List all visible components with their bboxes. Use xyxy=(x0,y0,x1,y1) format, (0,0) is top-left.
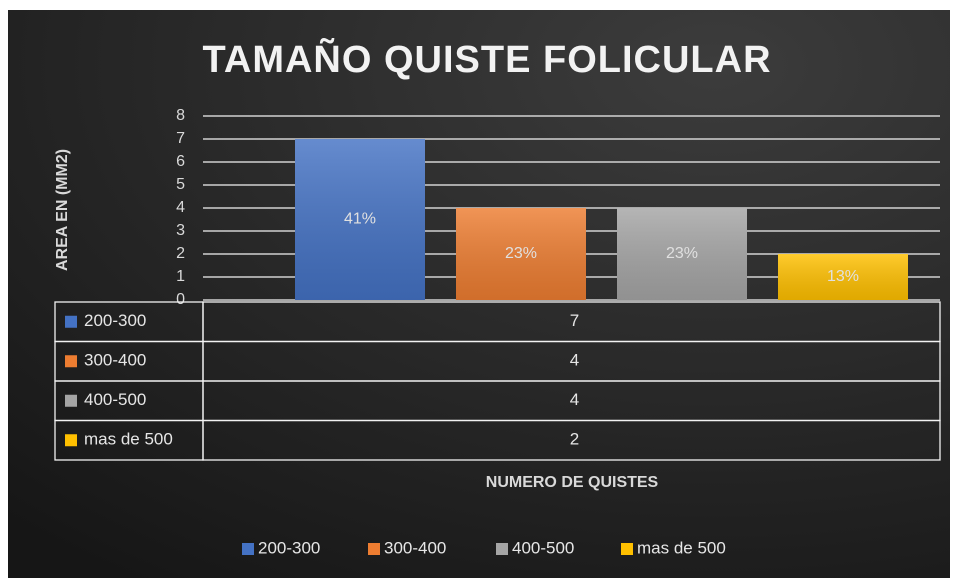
y-tick-label: 7 xyxy=(176,130,185,147)
table-row-label: 400-500 xyxy=(84,390,146,409)
legend-label: 400-500 xyxy=(512,538,574,557)
y-tick-label: 4 xyxy=(176,199,185,216)
legend-key xyxy=(621,543,633,555)
data-label: 23% xyxy=(505,245,537,262)
legend-label: 200-300 xyxy=(258,538,320,557)
table-cell xyxy=(202,419,941,461)
data-label: 41% xyxy=(344,211,376,228)
table-legend-key xyxy=(65,434,77,447)
data-label: 23% xyxy=(666,245,698,262)
table-value: 2 xyxy=(570,430,579,449)
table-value: 7 xyxy=(570,311,579,330)
y-axis-title: AREA EN (MM2) xyxy=(54,149,71,271)
legend-key xyxy=(496,543,508,555)
y-tick-label: 3 xyxy=(176,222,185,239)
table-legend-key xyxy=(65,315,77,328)
bar-shine xyxy=(778,254,908,300)
y-tick-label: 6 xyxy=(176,153,185,170)
table-legend-key xyxy=(65,394,77,407)
legend-key xyxy=(242,543,254,555)
y-tick-label: 2 xyxy=(176,245,185,262)
x-axis-title: NUMERO DE QUISTES xyxy=(486,474,659,491)
table-row-label: 200-300 xyxy=(84,311,146,330)
legend-label: mas de 500 xyxy=(637,538,726,557)
table-row-label: 300-400 xyxy=(84,351,146,370)
y-tick-label: 1 xyxy=(176,268,185,285)
legend-label: 300-400 xyxy=(384,538,446,557)
data-label: 13% xyxy=(827,268,859,285)
table-value: 4 xyxy=(570,390,579,409)
bar-shine xyxy=(617,208,747,300)
bar-shine xyxy=(456,208,586,300)
chart-title: TAMAÑO QUISTE FOLICULAR xyxy=(202,37,771,81)
legend-key xyxy=(368,543,380,555)
y-tick-label: 0 xyxy=(176,291,185,308)
y-tick-label: 5 xyxy=(176,176,185,193)
table-row-label: mas de 500 xyxy=(84,430,173,449)
y-tick-label: 8 xyxy=(176,107,185,124)
table-value: 4 xyxy=(570,351,579,370)
bar-shine xyxy=(295,139,425,300)
table-legend-key xyxy=(65,355,77,368)
